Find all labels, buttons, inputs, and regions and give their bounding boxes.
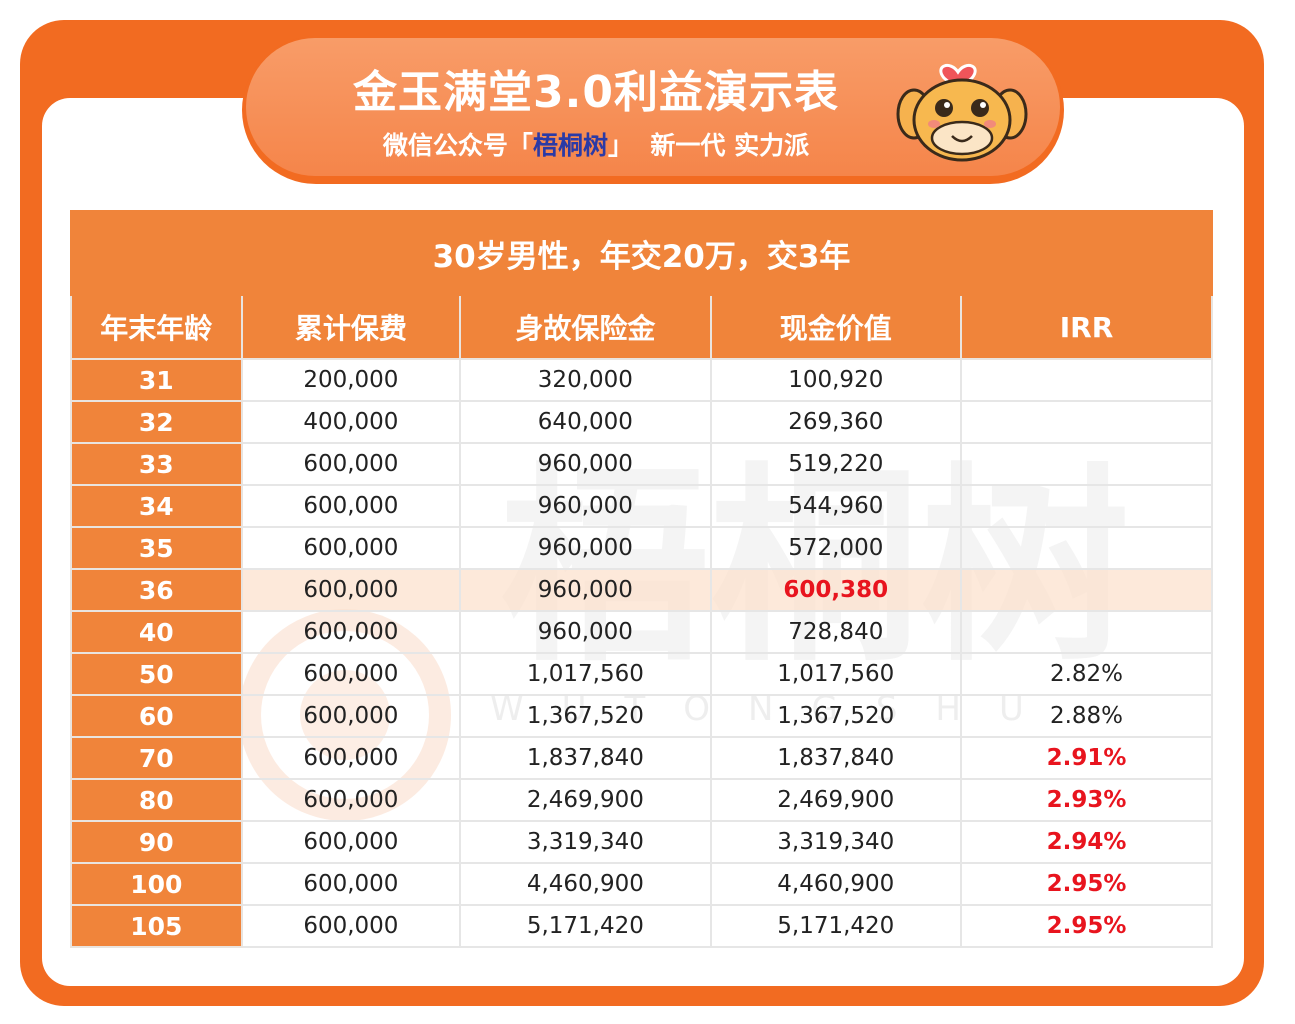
cell-premium: 600,000 [240, 484, 462, 528]
cell-age: 90 [70, 820, 243, 864]
cell-death-benefit: 960,000 [459, 442, 712, 486]
cell-cash-value: 100,920 [709, 358, 963, 402]
cell-premium: 600,000 [240, 526, 462, 570]
cell-premium: 600,000 [240, 694, 462, 738]
cell-premium: 600,000 [240, 568, 462, 612]
cell-cash-value: 2,469,900 [709, 778, 963, 822]
cell-premium: 600,000 [240, 820, 462, 864]
cell-irr: 2.88% [960, 694, 1213, 738]
cell-cash-value: 269,360 [709, 400, 963, 444]
cell-irr: 2.94% [960, 820, 1213, 864]
cell-premium: 200,000 [240, 358, 462, 402]
cell-cash-value: 728,840 [709, 610, 963, 654]
mascot-cow-icon [896, 63, 1028, 162]
cell-premium: 600,000 [240, 652, 462, 696]
cell-cash-value: 572,000 [709, 526, 963, 570]
cell-death-benefit: 960,000 [459, 568, 712, 612]
cell-premium: 600,000 [240, 778, 462, 822]
cell-age: 60 [70, 694, 243, 738]
cell-age: 70 [70, 736, 243, 780]
cell-cash-value: 1,837,840 [709, 736, 963, 780]
table-row: 32 400,000 640,000 269,360 [70, 400, 1213, 444]
cell-cash-value: 600,380 [709, 568, 963, 612]
table-row: 80 600,000 2,469,900 2,469,900 2.93% [70, 778, 1213, 822]
table-row: 50 600,000 1,017,560 1,017,560 2.82% [70, 652, 1213, 696]
cell-irr [960, 358, 1213, 402]
cell-death-benefit: 2,469,900 [459, 778, 712, 822]
cell-death-benefit: 4,460,900 [459, 862, 712, 906]
cell-age: 33 [70, 442, 243, 486]
cell-death-benefit: 960,000 [459, 526, 712, 570]
cell-cash-value: 544,960 [709, 484, 963, 528]
cell-irr: 2.91% [960, 736, 1213, 780]
cell-irr: 2.95% [960, 904, 1213, 948]
cell-premium: 600,000 [240, 736, 462, 780]
table-row: 34 600,000 960,000 544,960 [70, 484, 1213, 528]
cell-age: 40 [70, 610, 243, 654]
cell-age: 32 [70, 400, 243, 444]
cell-death-benefit: 1,367,520 [459, 694, 712, 738]
cell-premium: 600,000 [240, 904, 462, 948]
cell-irr: 2.82% [960, 652, 1213, 696]
col-header-cash-value: 现金价值 [709, 294, 963, 360]
table-caption: 30岁男性，年交20万，交3年 [70, 210, 1213, 296]
col-header-age: 年末年龄 [70, 294, 243, 360]
cell-death-benefit: 960,000 [459, 610, 712, 654]
table-row: 33 600,000 960,000 519,220 [70, 442, 1213, 486]
col-header-premium: 累计保费 [240, 294, 462, 360]
cell-age: 80 [70, 778, 243, 822]
cell-death-benefit: 3,319,340 [459, 820, 712, 864]
cell-age: 100 [70, 862, 243, 906]
cell-irr [960, 484, 1213, 528]
table-row: 105 600,000 5,171,420 5,171,420 2.95% [70, 904, 1213, 948]
page-title: 金玉满堂3.0利益演示表 [353, 67, 839, 118]
cell-cash-value: 519,220 [709, 442, 963, 486]
table-row: 70 600,000 1,837,840 1,837,840 2.91% [70, 736, 1213, 780]
table-row: 31 200,000 320,000 100,920 [70, 358, 1213, 402]
cell-age: 35 [70, 526, 243, 570]
cell-irr [960, 442, 1213, 486]
cell-premium: 600,000 [240, 862, 462, 906]
col-header-death-benefit: 身故保险金 [459, 294, 712, 360]
cell-premium: 600,000 [240, 610, 462, 654]
table-row: 40 600,000 960,000 728,840 [70, 610, 1213, 654]
cell-cash-value: 1,367,520 [709, 694, 963, 738]
page-subtitle: 微信公众号「梧桐树」 新一代 实力派 [246, 126, 946, 162]
cell-cash-value: 1,017,560 [709, 652, 963, 696]
subtitle-suffix: 」 新一代 实力派 [607, 131, 810, 160]
cell-cash-value: 3,319,340 [709, 820, 963, 864]
cell-age: 34 [70, 484, 243, 528]
table-header-row: 年末年龄 累计保费 身故保险金 现金价值 IRR [70, 294, 1213, 360]
table-row: 36 600,000 960,000 600,380 [70, 568, 1213, 612]
cell-death-benefit: 1,017,560 [459, 652, 712, 696]
subtitle-prefix: 微信公众号「 [382, 131, 533, 160]
cell-death-benefit: 5,171,420 [459, 904, 712, 948]
cell-irr: 2.95% [960, 862, 1213, 906]
cell-age: 31 [70, 358, 243, 402]
table-row: 90 600,000 3,319,340 3,319,340 2.94% [70, 820, 1213, 864]
cell-death-benefit: 960,000 [459, 484, 712, 528]
cell-cash-value: 4,460,900 [709, 862, 963, 906]
cell-age: 105 [70, 904, 243, 948]
cell-irr [960, 526, 1213, 570]
cell-premium: 400,000 [240, 400, 462, 444]
cell-irr [960, 400, 1213, 444]
cell-death-benefit: 320,000 [459, 358, 712, 402]
cell-death-benefit: 1,837,840 [459, 736, 712, 780]
cell-age: 50 [70, 652, 243, 696]
cell-death-benefit: 640,000 [459, 400, 712, 444]
cell-irr [960, 568, 1213, 612]
table-row: 60 600,000 1,367,520 1,367,520 2.88% [70, 694, 1213, 738]
table-row: 35 600,000 960,000 572,000 [70, 526, 1213, 570]
col-header-irr: IRR [960, 294, 1213, 360]
cell-irr: 2.93% [960, 778, 1213, 822]
cell-premium: 600,000 [240, 442, 462, 486]
table-row: 100 600,000 4,460,900 4,460,900 2.95% [70, 862, 1213, 906]
benefit-table: 30岁男性，年交20万，交3年 年末年龄 累计保费 身故保险金 现金价值 IRR… [70, 210, 1213, 948]
cell-irr [960, 610, 1213, 654]
brand-name: 梧桐树 [532, 131, 608, 160]
cell-cash-value: 5,171,420 [709, 904, 963, 948]
cell-age: 36 [70, 568, 243, 612]
